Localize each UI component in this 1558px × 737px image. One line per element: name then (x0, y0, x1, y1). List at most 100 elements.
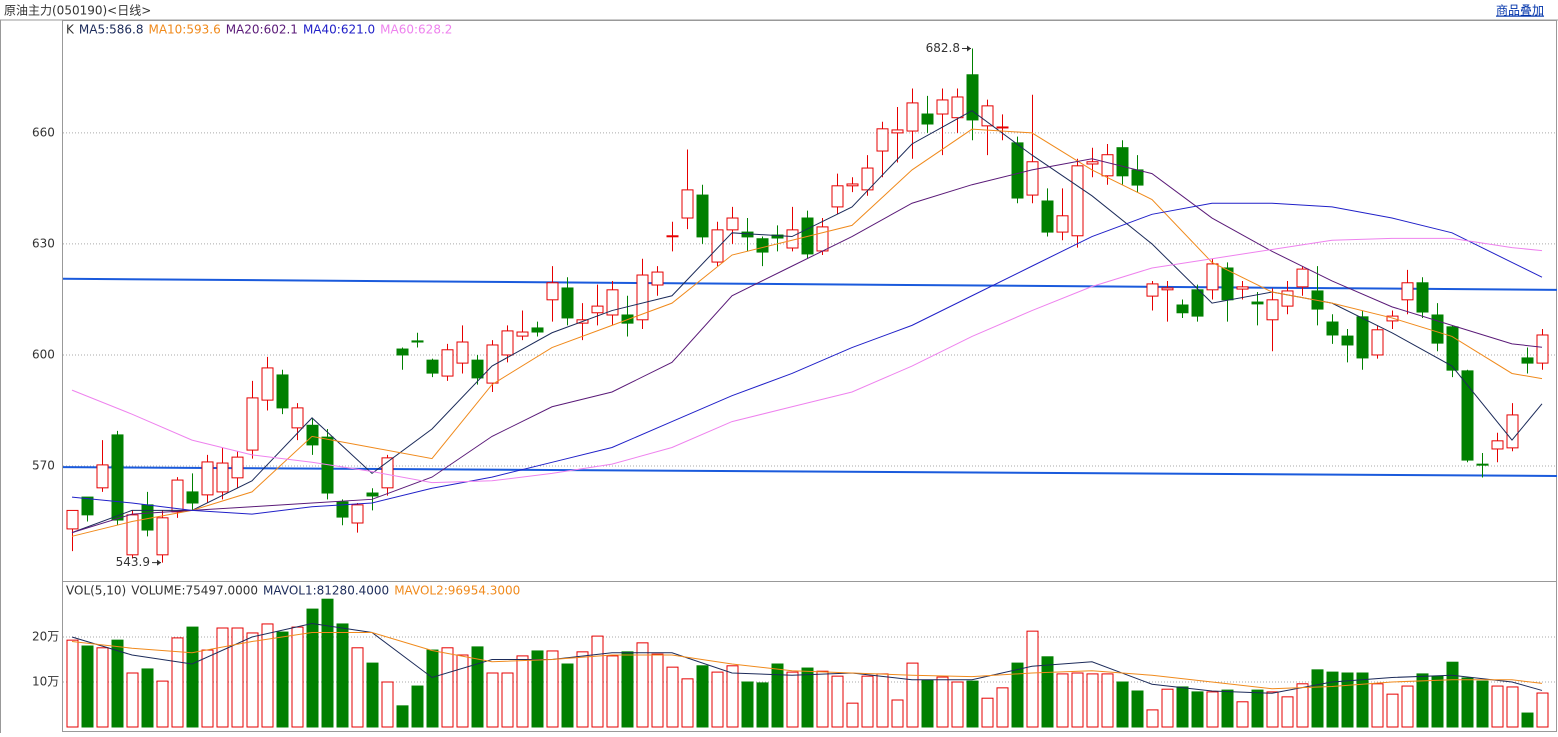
candle-body (1056, 215, 1069, 233)
candle-body (1341, 335, 1354, 346)
candle-body (876, 128, 889, 152)
candle-body (156, 517, 169, 556)
candle-body (381, 457, 394, 489)
candle-body (456, 341, 469, 364)
candle-body (1191, 289, 1204, 317)
ma-line (71, 128, 1543, 537)
volume-panel (62, 581, 1557, 732)
volume-bar (126, 672, 139, 728)
volume-bar (966, 680, 979, 728)
volume-bar (1356, 672, 1369, 728)
volume-bar (486, 672, 499, 728)
candle-body (336, 501, 349, 518)
candle-body (636, 274, 649, 321)
legend-item: MA10:593.6 (148, 23, 220, 37)
candle-body (891, 129, 904, 134)
extreme-label: 543.9 (116, 555, 150, 569)
volume-bar (621, 651, 634, 728)
candle-body (1476, 463, 1489, 466)
candle-body (1401, 282, 1414, 301)
volume-bar (1131, 690, 1144, 728)
candle-body (621, 314, 634, 324)
volume-bar (516, 655, 529, 728)
candle-body (1491, 440, 1504, 450)
volume-bar (171, 637, 184, 728)
price-panel (62, 20, 1557, 582)
volume-bar (996, 687, 1009, 728)
legend-item: K (66, 23, 75, 37)
candle-body (216, 462, 229, 493)
volume-bar (96, 647, 109, 728)
candle-body (501, 330, 514, 356)
volume-bar (1251, 689, 1264, 728)
candle-body (201, 461, 214, 496)
volume-bar (1296, 683, 1309, 728)
volume-bar (861, 675, 874, 728)
candle-body (831, 185, 844, 208)
volume-bar (246, 632, 259, 728)
candle-body (1416, 282, 1429, 313)
legend-item: MA60:628.2 (380, 23, 452, 37)
candle-body (951, 96, 964, 119)
candle-body (996, 126, 1009, 129)
volume-bar (1311, 669, 1324, 728)
extreme-arrowhead (157, 559, 161, 566)
candle-body (1356, 316, 1369, 359)
volume-bar (411, 685, 424, 728)
candle-body (486, 344, 499, 384)
volume-bar (1191, 691, 1204, 728)
volume-bar (1026, 630, 1039, 728)
candle-body (411, 340, 424, 343)
legend-item: MA5:586.8 (79, 23, 144, 37)
legend-item: MA20:602.1 (226, 23, 298, 37)
candle-body (756, 238, 769, 253)
candle-body (1011, 142, 1024, 199)
header-bar (0, 0, 1558, 20)
volume-bar (306, 608, 319, 728)
candle-body (366, 492, 379, 497)
candle-body (516, 331, 529, 337)
ma-line (71, 632, 1543, 690)
volume-bar (1176, 686, 1189, 728)
candle-body (1431, 314, 1444, 344)
legend-item: VOL(5,10) (66, 584, 126, 598)
candle-body (96, 464, 109, 489)
volume-bar (1101, 673, 1114, 728)
volume-bar (1041, 656, 1054, 728)
volume-bar (681, 678, 694, 728)
candle-body (1206, 263, 1219, 291)
candle-body (441, 349, 454, 377)
volume-bar (1521, 712, 1534, 728)
candle-body (426, 359, 439, 374)
volume-bar (1431, 675, 1444, 728)
volume-bar (666, 666, 679, 728)
candle-body (246, 397, 259, 451)
candle-body (846, 183, 859, 187)
volume-bar (636, 642, 649, 728)
volume-bar (951, 681, 964, 728)
legend-item: MAVOL1:81280.4000 (263, 584, 389, 598)
candle-body (1221, 267, 1234, 301)
volume-bar (1146, 709, 1159, 728)
candle-body (981, 105, 994, 127)
candle-body (1026, 161, 1039, 196)
volume-bar (1536, 692, 1549, 728)
volume-bar (711, 671, 724, 728)
candle-body (186, 491, 199, 504)
volume-bar (1281, 696, 1294, 728)
y-tick-label: 10万 (32, 675, 59, 689)
volume-bar (561, 663, 574, 728)
candle-body (1326, 321, 1339, 336)
volume-bar (531, 650, 544, 728)
volume-bar (441, 647, 454, 728)
candle-body (666, 235, 679, 238)
candle-body (1236, 286, 1249, 290)
y-tick-label: 630 (32, 236, 55, 250)
candle-body (1251, 301, 1264, 305)
overlay-button[interactable]: 商品叠加 (1496, 3, 1544, 18)
volume-bar (1386, 693, 1399, 728)
trend-line (62, 277, 1558, 291)
volume-bar (381, 681, 394, 728)
volume-bar (1446, 661, 1459, 728)
candle-body (1071, 165, 1084, 237)
